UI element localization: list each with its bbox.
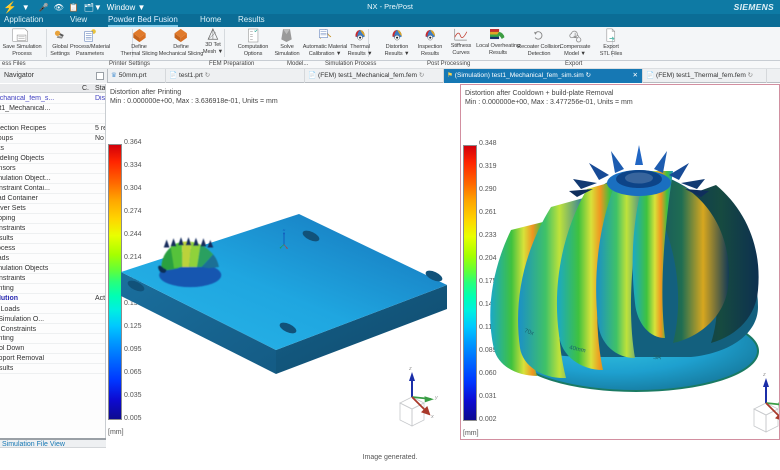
svg-text:z: z <box>408 366 412 372</box>
svg-text:SR: SR <box>653 355 662 361</box>
svg-text:z: z <box>762 372 766 378</box>
svg-text:x: x <box>430 414 434 420</box>
svg-text:y: y <box>434 395 439 401</box>
